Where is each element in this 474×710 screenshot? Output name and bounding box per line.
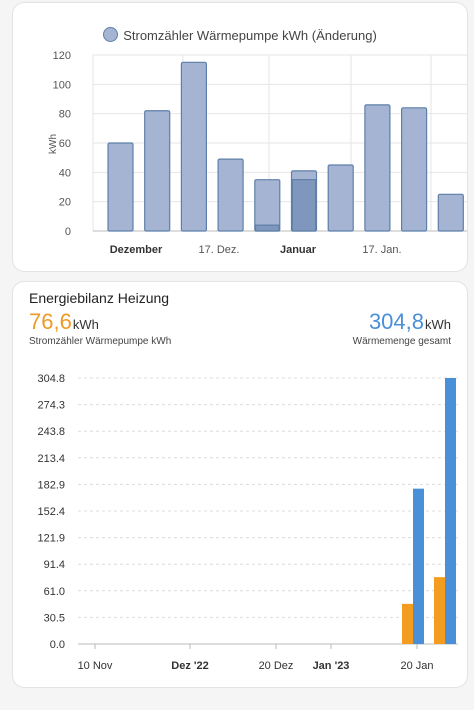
electricity-total[interactable]: 76,6kWh (29, 309, 99, 335)
bar (180, 61, 207, 232)
energy-bar-chart: 0.0 30.5 61.0 91.4 121.9 152.4 182.9 213.4 243.8… (37, 373, 458, 672)
y-tick-label: 100 (53, 79, 71, 91)
heat-bar (413, 488, 424, 644)
y-tick-label: 304.8 (37, 373, 65, 385)
energy-balance-card: Energiebilanz Heizung 76,6kWh Stromzähle… (12, 281, 468, 688)
x-tick-label: 17. Jan. (362, 244, 401, 256)
heat-unit: kWh (425, 317, 451, 332)
legend-label: Stromzähler Wärmepumpe kWh (Änderung) (123, 28, 377, 43)
y-tick-label: 121.9 (37, 533, 65, 545)
y-tick-label: 182.9 (37, 479, 65, 491)
y-tick-label: 0 (65, 226, 71, 238)
y-tick-label: 243.8 (37, 426, 65, 438)
electricity-value: 76,6 (29, 309, 72, 334)
bar (401, 107, 428, 232)
x-tick-label: Dezember (110, 244, 163, 256)
heat-label: Wärmemenge gesamt (352, 336, 451, 347)
x-tick-label: Dez '22 (171, 660, 208, 672)
x-tick-label: Januar (280, 244, 317, 256)
bar-chart: 0 20 40 60 80 100 120 kWh Dezember 17. Dez. Januar… (48, 50, 467, 256)
bar (107, 142, 134, 232)
electricity-label: Stromzähler Wärmepumpe kWh (29, 336, 172, 347)
bar (217, 158, 244, 232)
y-tick-label: 61.0 (44, 586, 65, 598)
legend-swatch-icon (103, 27, 119, 42)
x-tick-label: Jan '23 (313, 660, 350, 672)
y-tick-label: 0.0 (50, 639, 65, 651)
bar (364, 104, 391, 232)
y-tick-label: 152.4 (37, 506, 65, 518)
bar (437, 193, 464, 232)
y-tick-label: 120 (53, 50, 71, 62)
card-title: Energiebilanz Heizung (29, 290, 170, 306)
y-tick-label: 60 (59, 138, 71, 150)
x-tick-label: 20 Dez (259, 660, 294, 672)
y-tick-label: 20 (59, 197, 71, 209)
consumption-chart-card: Stromzähler Wärmepumpe kWh (Änderung) 0 2… (12, 2, 468, 272)
chart-legend[interactable]: Stromzähler Wärmepumpe kWh (Änderung) (13, 27, 467, 43)
y-tick-label: 30.5 (44, 612, 65, 624)
x-tick-label: 10 Nov (78, 660, 113, 672)
electricity-bar (434, 577, 445, 644)
heat-value: 304,8 (368, 309, 424, 334)
x-tick-label: 20 Jan (400, 660, 433, 672)
heat-total[interactable]: 304,8kWh (369, 309, 451, 335)
y-tick-label: 91.4 (44, 559, 65, 571)
y-tick-label: 213.4 (37, 453, 65, 465)
bar (327, 164, 354, 232)
electricity-bar (402, 603, 413, 644)
electricity-unit: kWh (72, 317, 99, 332)
bar-highlight (255, 224, 280, 232)
x-tick-label: 17. Dez. (199, 244, 240, 256)
bar-highlight (291, 179, 317, 232)
bar (254, 179, 281, 232)
y-tick-label: 274.3 (37, 400, 65, 412)
bar (144, 110, 171, 232)
y-tick-label: 40 (59, 167, 71, 179)
y-axis-label: kWh (48, 134, 59, 154)
heat-bar (445, 378, 456, 644)
y-tick-label: 80 (59, 109, 71, 121)
